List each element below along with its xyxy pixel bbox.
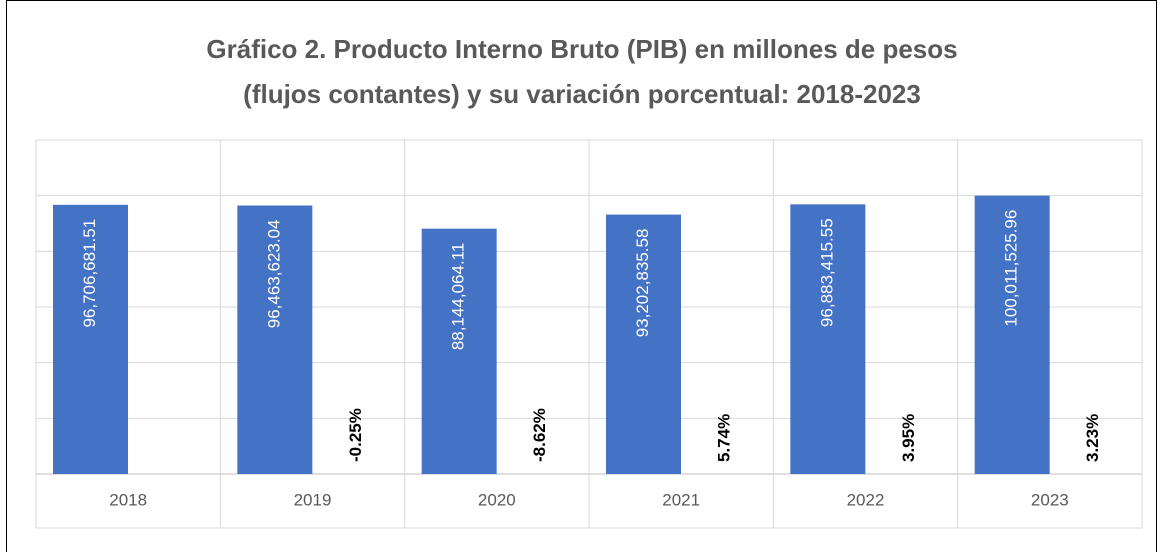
data-label: 96,706,681.51 [80, 219, 99, 328]
data-label: 96,883,415.55 [817, 218, 836, 327]
bar [974, 195, 1050, 474]
bar [53, 204, 128, 474]
variation-label: 3.95% [899, 414, 918, 462]
data-label: 88,144,064.11 [449, 243, 468, 350]
bar [237, 205, 313, 474]
x-tick-label: 2018 [109, 490, 147, 509]
data-label: 100,011,525.96 [1002, 210, 1021, 327]
variation-label: 3.23% [1083, 414, 1102, 462]
bar [421, 228, 497, 474]
variation-label: -8.62% [530, 408, 549, 462]
x-tick-label: 2021 [662, 490, 700, 509]
x-tick-label: 2020 [478, 490, 516, 509]
x-tick-label: 2022 [847, 490, 885, 509]
data-label: 96,463,623.04 [264, 220, 283, 329]
chart-border [6, 0, 1157, 552]
bar [606, 214, 681, 474]
x-tick-label: 2019 [294, 490, 332, 509]
chart-title: (flujos contantes) y su variación porcen… [243, 79, 921, 109]
data-label: 93,202,835.58 [633, 229, 652, 338]
variation-label: -0.25% [346, 408, 365, 462]
x-tick-label: 2023 [1031, 490, 1069, 509]
bar [790, 204, 866, 474]
chart-title: Gráfico 2. Producto Interno Bruto (PIB) … [206, 34, 957, 64]
variation-label: 5.74% [714, 414, 733, 462]
